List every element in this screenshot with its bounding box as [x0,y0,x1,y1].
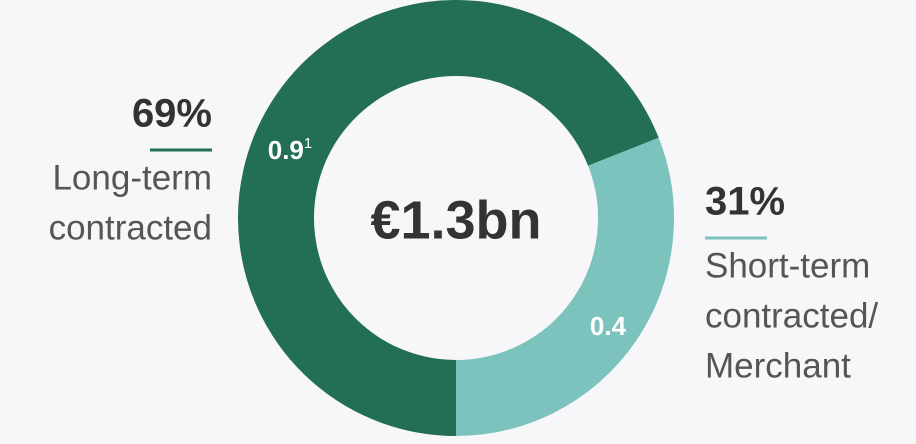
share-label: 31% [705,180,785,224]
category-label: contracted [49,208,212,247]
value-text: 0.9 [268,135,304,165]
category-label: Merchant [705,346,851,385]
footnote-mark: 1 [304,135,312,152]
value-label: 0.4 [590,311,627,341]
donut-segment [455,137,674,436]
value-text: 0.4 [590,311,627,341]
center-label: €1.3bn [370,190,541,250]
category-label: Short-term [705,246,870,285]
category-label: contracted/ [705,296,878,335]
value-label: 0.91 [268,135,313,165]
share-label: 69% [132,92,212,136]
donut-segment [238,0,659,436]
category-label: Long-term [52,158,212,197]
